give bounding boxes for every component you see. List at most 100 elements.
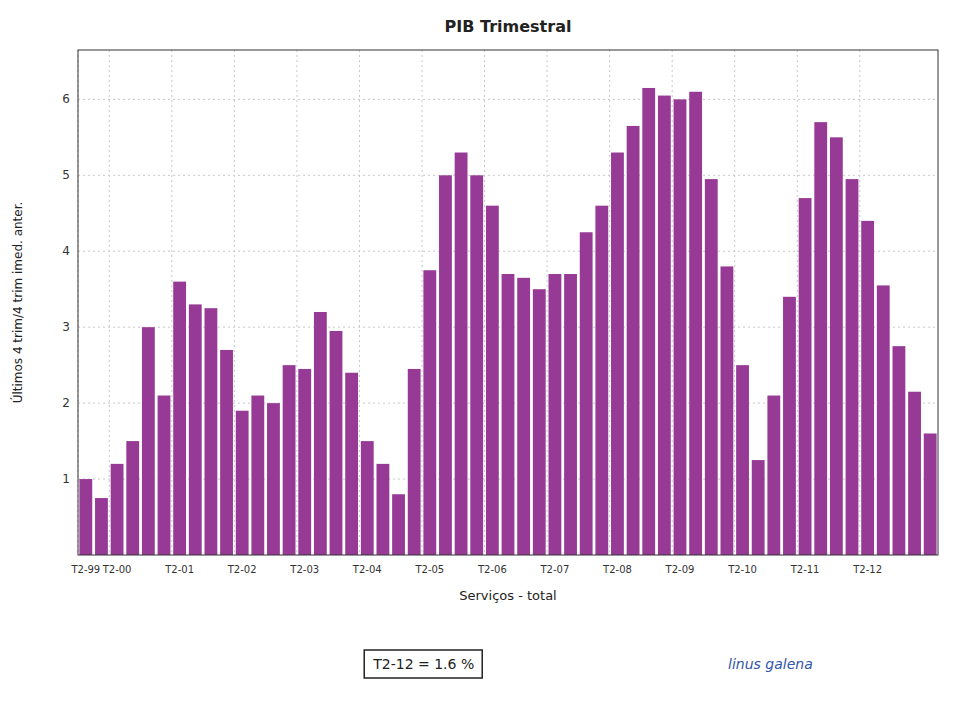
y-tick-label: 1 xyxy=(62,472,70,486)
bar xyxy=(580,232,593,555)
bar xyxy=(470,175,483,555)
x-tick-label: T2-05 xyxy=(414,564,444,575)
bar xyxy=(267,403,280,555)
bar xyxy=(564,274,577,555)
bar xyxy=(799,198,812,555)
bar xyxy=(95,498,108,555)
y-tick-label: 5 xyxy=(62,168,70,182)
group-separator xyxy=(296,50,297,555)
bar xyxy=(674,99,687,555)
bar xyxy=(752,460,765,555)
bar xyxy=(736,365,749,555)
bar xyxy=(173,282,186,555)
bar xyxy=(204,308,217,555)
bar xyxy=(79,479,92,555)
x-tick-label: T2-04 xyxy=(352,564,382,575)
group-separator xyxy=(109,50,110,555)
bar xyxy=(220,350,233,555)
y-tick-label: 2 xyxy=(62,396,70,410)
group-separator xyxy=(234,50,235,555)
x-tick-label: T2-07 xyxy=(540,564,570,575)
bar xyxy=(517,278,530,555)
bar xyxy=(314,312,327,555)
bar xyxy=(877,285,890,555)
x-tick-label: T2-99 xyxy=(70,564,100,575)
title: PIB Trimestral xyxy=(445,17,572,36)
plot-frame xyxy=(78,50,938,555)
x-tick-label: T2-03 xyxy=(289,564,319,575)
bar xyxy=(189,304,202,555)
bar xyxy=(861,221,874,555)
y-tick-label: 3 xyxy=(62,320,70,334)
grid xyxy=(78,50,938,555)
x-tick-label: T2-01 xyxy=(164,564,194,575)
bar xyxy=(439,175,452,555)
x-tick-label: T2-12 xyxy=(852,564,882,575)
bar xyxy=(376,464,389,555)
bar xyxy=(533,289,546,555)
bar xyxy=(142,327,155,555)
x-tick-label: T2-02 xyxy=(227,564,257,575)
group-separator xyxy=(609,50,610,555)
bar xyxy=(892,346,905,555)
bar xyxy=(251,396,264,555)
bar xyxy=(298,369,311,555)
grid-line xyxy=(78,99,938,100)
x-tick-label: T2-08 xyxy=(602,564,632,575)
bar xyxy=(689,92,702,555)
x-tick-label: T2-00 xyxy=(102,564,132,575)
bar xyxy=(392,494,405,555)
bar xyxy=(548,274,561,555)
group-separator xyxy=(859,50,860,555)
bar xyxy=(236,411,249,555)
bar xyxy=(158,396,171,555)
bar xyxy=(423,270,436,555)
bars xyxy=(79,88,936,555)
bar xyxy=(111,464,124,555)
logo-text: linus galena xyxy=(728,656,813,672)
group-separator xyxy=(359,50,360,555)
bar xyxy=(627,126,640,555)
bar xyxy=(908,392,921,555)
group-separator xyxy=(547,50,548,555)
group-separator xyxy=(734,50,735,555)
bar xyxy=(720,266,733,555)
x-tick-label: T2-06 xyxy=(477,564,507,575)
bar xyxy=(361,441,374,555)
bar xyxy=(767,396,780,555)
annotation: T2-12 = 1.6 % xyxy=(372,656,474,672)
bar xyxy=(595,206,608,555)
bar xyxy=(408,369,421,555)
bar xyxy=(705,179,718,555)
group-separator xyxy=(797,50,798,555)
plot-background xyxy=(78,50,938,555)
bar xyxy=(924,433,937,555)
group-separator xyxy=(171,50,172,555)
x-tick-label: T2-09 xyxy=(665,564,695,575)
annotation-box xyxy=(364,650,482,678)
bar xyxy=(658,96,671,555)
x-tick-label: T2-10 xyxy=(727,564,757,575)
y-axis-label: Últimos 4 trim/4 trim imed. anter. xyxy=(10,202,25,404)
bar xyxy=(455,153,468,555)
y-tick-label: 4 xyxy=(62,244,70,258)
bar xyxy=(486,206,499,555)
bar xyxy=(611,153,624,555)
bar xyxy=(846,179,859,555)
chart: 1 2 3 4 5 6 T2-99T2-00 T2-01 T2-02 T2-03 T2-04 T2-0… xyxy=(0,0,963,715)
group-separator xyxy=(484,50,485,555)
bar xyxy=(830,137,843,555)
bar xyxy=(345,373,358,555)
bar xyxy=(126,441,139,555)
y-tick-label: 6 xyxy=(62,92,70,106)
x-tick-label: T2-11 xyxy=(790,564,820,575)
bar xyxy=(642,88,655,555)
bar xyxy=(330,331,343,555)
grid-line xyxy=(78,175,938,176)
bar xyxy=(283,365,296,555)
bar xyxy=(814,122,827,555)
x-axis-label: Serviços - total xyxy=(459,588,556,603)
group-separator xyxy=(422,50,423,555)
group-separator xyxy=(672,50,673,555)
bar xyxy=(502,274,515,555)
